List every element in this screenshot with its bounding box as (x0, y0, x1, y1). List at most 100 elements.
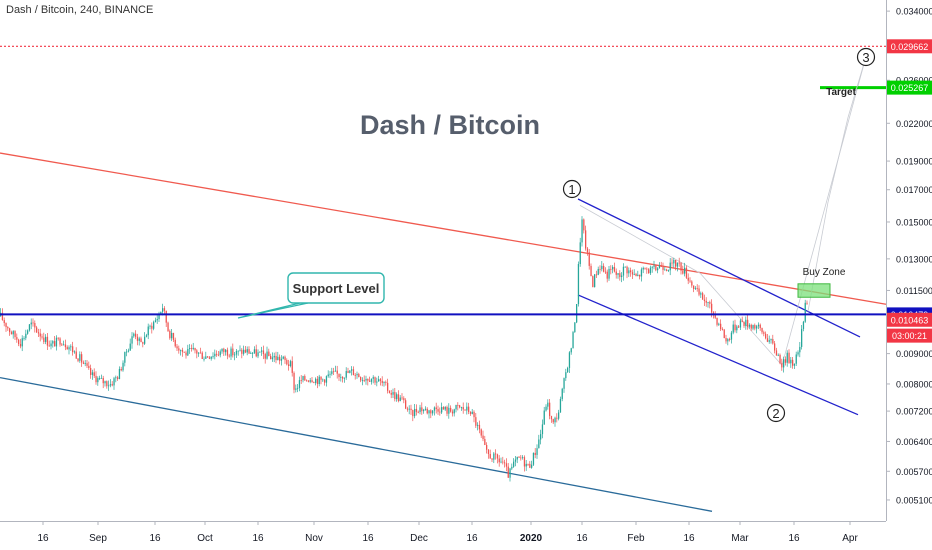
candle-body-176 (316, 378, 319, 385)
candle-body-297 (534, 452, 536, 455)
candle-body-170 (306, 380, 308, 382)
candle-body-217 (390, 392, 392, 395)
candle-body-125 (225, 349, 227, 353)
candle-body-95 (171, 332, 173, 339)
time-tick-label-13: Mar (731, 533, 749, 544)
candle-body-37 (66, 347, 68, 350)
candle-body-352 (633, 273, 635, 275)
candle-body-429 (772, 339, 774, 344)
candle-body-154 (277, 356, 279, 361)
candle-body-219 (394, 392, 396, 400)
candle-body-441 (793, 363, 796, 366)
candle-body-76 (136, 336, 139, 341)
candle-body-412 (741, 320, 743, 322)
candle-body-251 (451, 411, 454, 414)
candle-body-301 (541, 424, 544, 435)
candle-body-159 (286, 360, 288, 365)
candle-body-2 (3, 320, 5, 324)
buy-zone-box (797, 283, 831, 298)
candle-body-87 (156, 319, 158, 321)
candle-body-313 (563, 378, 565, 389)
candle-body-405 (729, 339, 731, 340)
annotation-layer (807, 56, 867, 312)
candle-body-349 (628, 270, 630, 274)
candle-body-192 (345, 371, 347, 378)
candle-body-321 (577, 264, 580, 305)
candle-body-215 (387, 382, 389, 391)
candle-body-54 (97, 378, 99, 383)
candle-body-122 (219, 351, 221, 356)
candle-body-286 (514, 459, 517, 462)
candle-body-306 (550, 416, 553, 420)
candle-body-81 (145, 335, 148, 337)
time-tick-label-5: Nov (305, 533, 323, 544)
candle-body-310 (558, 412, 560, 419)
candle-body-160 (288, 364, 290, 366)
candle-body-223 (401, 397, 403, 399)
buy-zone[interactable]: Buy Zone (797, 267, 846, 298)
candle-body-115 (207, 356, 209, 358)
candle-body-440 (792, 359, 794, 366)
candle-body-12 (21, 338, 23, 347)
candle-body-174 (313, 382, 315, 383)
candle-body-102 (183, 351, 185, 353)
candle-body-426 (766, 338, 769, 342)
candle-body-275 (495, 453, 497, 455)
candle-body-357 (642, 267, 644, 270)
candle-body-82 (147, 326, 149, 336)
candle-body-3 (5, 323, 7, 328)
candle-body-157 (282, 356, 284, 359)
candle-body-6 (10, 332, 13, 335)
candle-body-374 (673, 260, 675, 264)
candle-body-314 (565, 372, 567, 379)
candle-body-315 (567, 367, 569, 373)
candle-body-153 (275, 355, 277, 361)
target-annotation[interactable]: Target (826, 87, 856, 98)
wave-2-marker[interactable]: 2 (766, 403, 786, 423)
support-callout[interactable]: Support Level (237, 272, 385, 319)
candle-body-282 (507, 466, 509, 478)
candle-body-132 (237, 350, 239, 352)
candle-body-406 (730, 332, 733, 340)
candle-body-138 (248, 349, 250, 354)
candle-body-191 (343, 377, 346, 379)
candle-body-171 (307, 380, 310, 382)
candle-body-162 (291, 361, 293, 373)
time-axis[interactable]: 16 Sep 16 Oct 16 Nov 16 Dec 16 2020 16 Feb 16 Mar 16 Ap… (37, 521, 858, 544)
candle-body-328 (590, 265, 592, 277)
candle-body-93 (167, 322, 169, 332)
candle-body-280 (504, 462, 506, 464)
candle-body-100 (180, 349, 182, 351)
candle-body-248 (446, 406, 448, 414)
candle-body-231 (415, 408, 418, 412)
candle-body-50 (90, 368, 92, 375)
symbol-title[interactable]: Dash / Bitcoin, 240, BINANCE (6, 4, 154, 16)
candle-body-149 (268, 351, 270, 356)
candle-body-285 (513, 461, 515, 467)
wave-3-marker[interactable]: 3 (856, 47, 876, 67)
time-tick-label-3: Oct (197, 533, 213, 544)
candle-body-274 (493, 453, 495, 460)
time-tick-label-9: 2020 (520, 533, 543, 544)
time-tick-label-2: 16 (149, 533, 161, 544)
candle-body-255 (459, 405, 461, 408)
candle-body-44 (79, 354, 81, 361)
candle-body-24 (43, 337, 45, 342)
buy-zone-label: Buy Zone (803, 267, 846, 278)
candle-body-13 (23, 338, 25, 339)
candle-body-169 (304, 376, 306, 381)
candle-body-356 (640, 269, 643, 277)
candle-body-221 (397, 394, 400, 402)
candle-body-114 (205, 356, 207, 359)
candle-body-339 (610, 268, 612, 270)
candle-body-84 (151, 325, 153, 329)
candle-body-112 (201, 352, 203, 359)
candle-body-26 (46, 336, 49, 346)
wave-1-marker[interactable]: 1 (562, 179, 582, 199)
candle-body-28 (50, 343, 52, 347)
candle-body-444 (799, 346, 801, 353)
candle-body-355 (639, 274, 641, 277)
